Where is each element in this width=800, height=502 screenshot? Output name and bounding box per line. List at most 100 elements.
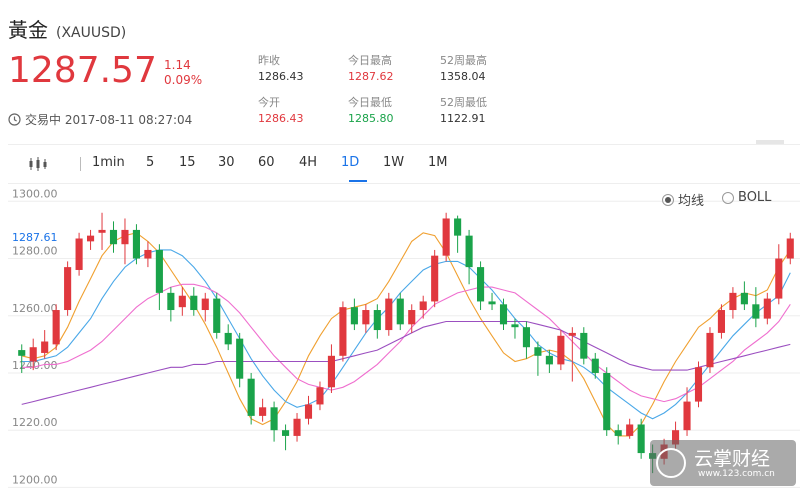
- y-tick-label: 1260.00: [12, 302, 58, 315]
- legend-boll[interactable]: BOLL: [722, 190, 771, 205]
- candle-body: [155, 249, 163, 293]
- stat-high52: 52周最高 1358.04: [440, 53, 487, 85]
- last-price: 1287.57: [8, 50, 157, 91]
- legend-ma[interactable]: 均线: [662, 190, 704, 209]
- candle-body: [190, 295, 198, 311]
- candle-body: [75, 238, 83, 270]
- candle-body: [373, 310, 381, 331]
- candle-body: [132, 229, 140, 259]
- candle-body: [419, 301, 427, 311]
- candle-body: [568, 332, 576, 336]
- change-value: 1.14: [164, 58, 191, 72]
- timeframe-tabs: 1min 5 15 30 60 4H 1D 1W 1M: [8, 144, 800, 184]
- candle-body: [41, 341, 49, 353]
- candle-body: [121, 229, 129, 245]
- prev-close-label: 昨收: [258, 54, 280, 67]
- candlestick-icon[interactable]: [28, 156, 48, 172]
- instrument-name: 黃金: [8, 18, 48, 42]
- candle-body: [29, 347, 37, 362]
- candle-body: [694, 367, 703, 402]
- clock-icon: [8, 113, 21, 126]
- candle-body: [109, 229, 118, 245]
- candle-body: [706, 332, 714, 368]
- candle-body: [626, 424, 634, 436]
- tab-60[interactable]: 60: [258, 155, 275, 170]
- candle-body: [557, 335, 565, 365]
- candle-body: [396, 298, 404, 325]
- candle-body: [637, 424, 645, 454]
- price-chart: 1300.00 1280.00 1260.00 1240.00 1220.00 1200.…: [8, 185, 800, 498]
- candle-body: [545, 355, 553, 365]
- candle-body: [408, 310, 416, 325]
- stat-prev-close: 昨收 1286.43: [258, 53, 304, 85]
- low-label: 今日最低: [348, 96, 392, 109]
- radio-unselected-icon[interactable]: [722, 191, 734, 204]
- watermark-url: www.123.com.cn: [698, 469, 775, 479]
- candle-body: [603, 372, 611, 431]
- candle-body: [454, 218, 462, 236]
- candle-body: [270, 407, 278, 431]
- tab-1min[interactable]: 1min: [92, 155, 125, 170]
- tab-1w[interactable]: 1W: [383, 155, 405, 170]
- instrument-title: 黃金 (XAUUSD): [8, 14, 126, 43]
- candle-body: [362, 310, 370, 325]
- y-tick-label: 1280.00: [12, 245, 58, 258]
- candle-body: [740, 292, 748, 305]
- candle-body: [293, 418, 301, 436]
- cloud-logo-icon: [656, 448, 686, 478]
- tab-30[interactable]: 30: [218, 155, 235, 170]
- stat-open: 今开 1286.43: [258, 95, 304, 127]
- y-tick-label: 1300.00: [12, 187, 58, 200]
- candle-body: [304, 404, 313, 419]
- open-label: 今开: [258, 96, 280, 109]
- tab-1m[interactable]: 1M: [428, 155, 448, 170]
- y-tick-label: 1200.00: [12, 473, 58, 486]
- candle-body: [442, 218, 450, 256]
- candle-body: [350, 307, 358, 325]
- candle-body: [144, 249, 152, 259]
- stat-low: 今日最低 1285.80: [348, 95, 394, 127]
- trading-status: 交易中 2017-08-11 08:27:04: [8, 111, 192, 128]
- radio-selected-icon[interactable]: [662, 193, 674, 206]
- y-tick-label: 1240.00: [12, 359, 58, 372]
- high52-label: 52周最高: [440, 54, 487, 67]
- candle-body: [763, 298, 771, 319]
- candle-body: [499, 304, 508, 325]
- candle-body: [591, 358, 599, 373]
- candle-body: [282, 430, 290, 436]
- candle-body: [752, 304, 760, 319]
- candlestick-chart: 1300.00 1280.00 1260.00 1240.00 1220.00 1200.…: [8, 187, 800, 488]
- low52-label: 52周最低: [440, 96, 487, 109]
- price-change: 1.14 0.09%: [164, 58, 202, 88]
- change-percent: 0.09%: [164, 73, 203, 87]
- stat-low52: 52周最低 1122.91: [440, 95, 487, 127]
- candle-body: [247, 378, 255, 416]
- candle-body: [431, 255, 439, 302]
- high52-value: 1358.04: [440, 70, 486, 83]
- candle-body: [52, 310, 60, 345]
- high-value: 1287.62: [348, 70, 394, 83]
- candle-body: [580, 332, 588, 359]
- candle-body: [477, 267, 485, 302]
- candle-body: [236, 338, 244, 379]
- candle-body: [259, 407, 267, 416]
- prev-close-value: 1286.43: [258, 70, 304, 83]
- tab-15[interactable]: 15: [179, 155, 196, 170]
- candle-body: [201, 298, 209, 311]
- candle-body: [178, 295, 186, 308]
- candle-body: [534, 347, 542, 356]
- legend-boll-label: BOLL: [738, 190, 772, 205]
- tab-1d[interactable]: 1D: [341, 155, 360, 170]
- open-value: 1286.43: [258, 112, 304, 125]
- tab-4h[interactable]: 4H: [299, 155, 318, 170]
- tab-5[interactable]: 5: [146, 155, 155, 170]
- status-text: 交易中 2017-08-11 08:27:04: [25, 113, 193, 127]
- candle-body: [64, 267, 72, 311]
- tab-separator: [80, 157, 81, 171]
- candle-body: [488, 301, 496, 305]
- candle-body: [339, 307, 347, 356]
- ma-line-ma20: [21, 283, 791, 403]
- watermark: 云掌财经 www.123.com.cn: [650, 440, 796, 486]
- legend-ma-label: 均线: [678, 194, 705, 209]
- candle-body: [522, 327, 530, 348]
